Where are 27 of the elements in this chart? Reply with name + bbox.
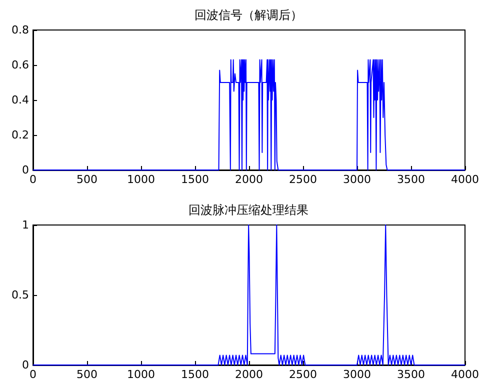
x-tick-label: 1500 (181, 173, 209, 186)
x-tick-label: 3000 (343, 368, 371, 381)
y-tick-label: 0.6 (12, 58, 29, 72)
x-tick-label: 3500 (397, 173, 425, 186)
x-tick-label: 2500 (289, 368, 317, 381)
x-tick-label: 500 (76, 368, 98, 381)
x-tick-label: 1000 (127, 368, 155, 381)
x-tick-label: 1500 (181, 368, 209, 381)
line-series (32, 224, 466, 366)
x-tick-label: 3000 (343, 173, 371, 186)
chart-title: 回波脉冲压缩处理结果 (188, 203, 308, 217)
y-tick-label: 0.5 (12, 288, 29, 302)
x-tick-label: 2000 (235, 173, 263, 186)
x-tick-label: 2000 (235, 368, 263, 381)
x-tick-label: 500 (76, 173, 98, 186)
y-tick-label: 0 (22, 164, 29, 176)
chart-title: 回波信号（解调后） (194, 8, 302, 22)
y-tick-label: 1 (22, 218, 29, 232)
x-tick-label: 4000 (451, 368, 479, 381)
x-tick-label: 3500 (397, 368, 425, 381)
x-tick-label: 4000 (451, 173, 479, 186)
x-tick-label: 2500 (289, 173, 317, 186)
y-tick-label: 0.2 (12, 128, 29, 142)
x-tick-label: 1000 (127, 173, 155, 186)
y-tick-label: 0.8 (12, 24, 29, 36)
y-tick-label: 0.4 (12, 94, 29, 106)
y-tick-label: 0 (22, 358, 29, 372)
